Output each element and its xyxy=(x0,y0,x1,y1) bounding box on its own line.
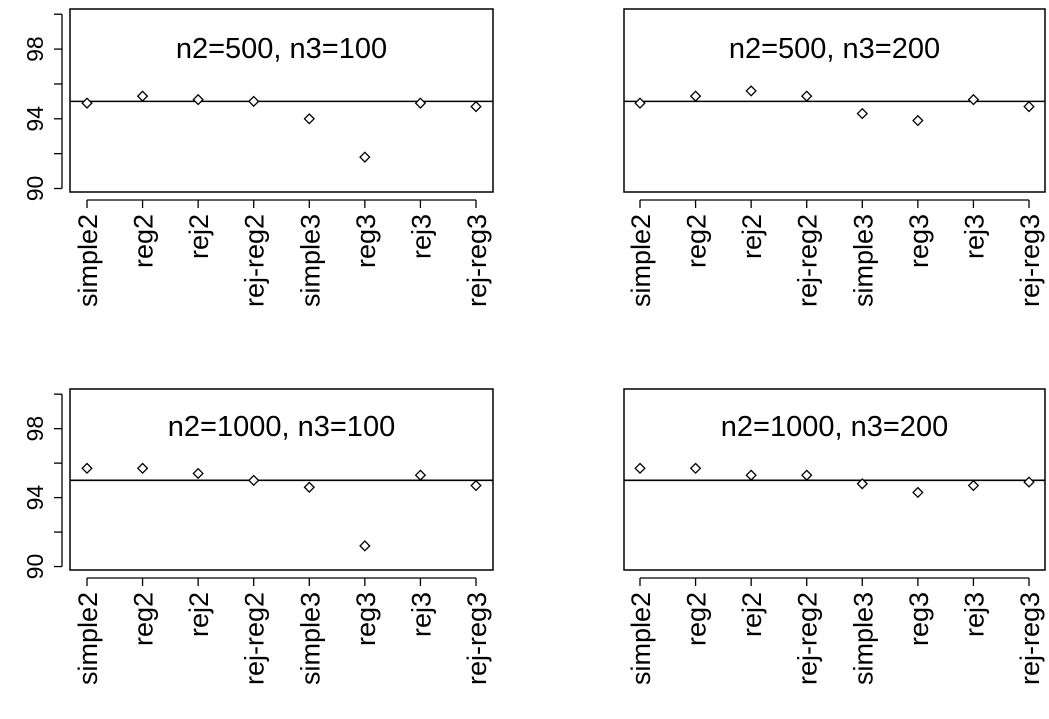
data-point-rej-reg3 xyxy=(470,479,482,492)
plot-frame xyxy=(623,388,1046,571)
x-tick-label-reg3: reg3 xyxy=(904,214,934,268)
panel-1: n2=500, n3=100 90 94 98 simple2 reg2 rej2 rej-r… xyxy=(22,8,494,307)
data-point-rej-reg3 xyxy=(1023,476,1035,488)
x-tick-label-simple2: simple2 xyxy=(626,592,656,685)
y-tick-label: 90 xyxy=(22,176,48,202)
x-tick-label-rej-reg2: rej-reg2 xyxy=(240,214,270,307)
data-point-reg3 xyxy=(912,114,924,127)
data-point-reg2 xyxy=(689,462,702,475)
y-tick-label: 98 xyxy=(22,36,48,62)
data-point-rej3 xyxy=(967,479,980,492)
x-tick-label-rej2: rej2 xyxy=(184,592,214,637)
x-tick-label-rej2: rej2 xyxy=(184,214,214,259)
panel-3: n2=1000, n3=100 90 94 98 simple2 reg2 rej2 rej-… xyxy=(22,388,494,685)
panel-4: n2=1000, n3=200 simple2 reg2 rej2 rej-reg2 si… xyxy=(623,388,1046,685)
panel-title: n2=1000, n3=200 xyxy=(721,411,948,443)
plot-frame xyxy=(69,8,494,193)
data-point-simple2 xyxy=(634,462,646,475)
data-point-simple2 xyxy=(81,462,93,475)
x-tick-label-rej-reg2: rej-reg2 xyxy=(240,592,270,685)
data-point-rej3 xyxy=(414,469,427,481)
data-point-rej-reg3 xyxy=(470,100,482,113)
data-point-simple2 xyxy=(81,97,93,109)
x-tick-label-simple3: simple3 xyxy=(295,592,325,685)
x-tick-label-reg2: reg2 xyxy=(129,214,159,268)
x-tick-label-rej3: rej3 xyxy=(959,592,989,637)
y-tick-label: 94 xyxy=(22,106,48,132)
x-tick-label-reg2: reg2 xyxy=(682,592,712,646)
data-point-simple3 xyxy=(303,481,316,493)
data-point-rej-reg2 xyxy=(800,90,813,102)
data-point-rej-reg3 xyxy=(1023,100,1035,113)
x-tick-label-reg3: reg3 xyxy=(351,214,381,268)
data-point-rej-reg2 xyxy=(247,474,260,487)
x-tick-label-rej-reg2: rej-reg2 xyxy=(793,214,823,307)
x-tick-label-rej-reg3: rej-reg3 xyxy=(462,592,492,685)
x-tick-label-simple2: simple2 xyxy=(73,214,103,307)
panel-2: n2=500, n3=200 simple2 reg2 rej2 rej-reg2 sim… xyxy=(623,8,1046,307)
data-point-simple3 xyxy=(303,113,316,125)
x-tick-label-simple2: simple2 xyxy=(626,214,656,307)
panel-title: n2=500, n3=100 xyxy=(176,33,387,65)
data-point-rej-reg2 xyxy=(247,95,260,108)
x-tick-label-simple3: simple3 xyxy=(295,214,325,307)
x-tick-label-simple3: simple3 xyxy=(848,592,878,685)
data-point-reg2 xyxy=(136,462,149,475)
x-tick-label-rej3: rej3 xyxy=(406,214,436,259)
data-point-rej3 xyxy=(414,97,427,109)
x-tick-label-rej-reg3: rej-reg3 xyxy=(1015,592,1045,685)
data-point-reg2 xyxy=(689,90,702,102)
x-tick-label-reg3: reg3 xyxy=(904,592,934,646)
y-tick-label: 98 xyxy=(22,416,48,442)
data-point-rej2 xyxy=(192,467,204,480)
data-point-rej2 xyxy=(192,93,204,106)
data-point-reg3 xyxy=(359,151,371,163)
data-point-reg3 xyxy=(359,540,371,552)
x-tick-label-reg2: reg2 xyxy=(129,592,159,646)
plot-frame xyxy=(623,8,1046,193)
data-point-simple3 xyxy=(856,107,869,120)
panel-title: n2=1000, n3=100 xyxy=(168,411,395,443)
x-tick-label-simple2: simple2 xyxy=(73,592,103,685)
data-point-rej2 xyxy=(745,469,757,481)
x-tick-label-rej3: rej3 xyxy=(959,214,989,259)
data-point-rej2 xyxy=(745,85,757,97)
y-tick-label: 90 xyxy=(22,554,48,580)
x-tick-label-rej-reg3: rej-reg3 xyxy=(462,214,492,307)
data-point-rej3 xyxy=(967,93,980,106)
data-point-reg2 xyxy=(136,90,149,102)
x-tick-label-rej2: rej2 xyxy=(737,592,767,637)
panel-title: n2=500, n3=200 xyxy=(729,33,940,65)
x-tick-label-rej2: rej2 xyxy=(737,214,767,259)
data-point-reg3 xyxy=(912,486,924,499)
x-tick-label-simple3: simple3 xyxy=(848,214,878,307)
data-point-rej-reg2 xyxy=(800,469,813,481)
x-tick-label-rej-reg3: rej-reg3 xyxy=(1015,214,1045,307)
x-tick-label-rej3: rej3 xyxy=(406,592,436,637)
data-point-simple3 xyxy=(856,478,869,490)
y-tick-label: 94 xyxy=(22,485,48,511)
plot-frame xyxy=(69,388,494,571)
x-tick-label-reg2: reg2 xyxy=(682,214,712,268)
data-point-simple2 xyxy=(634,97,646,109)
x-tick-label-reg3: reg3 xyxy=(351,592,381,646)
x-tick-label-rej-reg2: rej-reg2 xyxy=(793,592,823,685)
